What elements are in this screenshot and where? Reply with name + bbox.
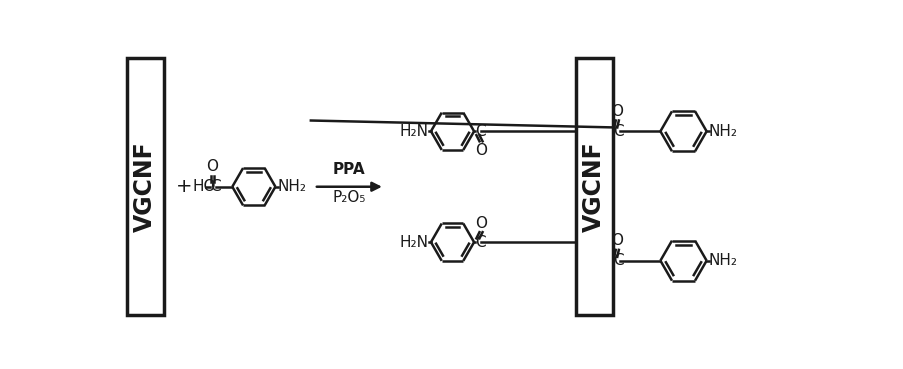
Bar xyxy=(126,58,163,314)
Bar xyxy=(575,58,612,314)
Text: O: O xyxy=(474,143,487,158)
Text: VGCNF: VGCNF xyxy=(582,141,606,232)
Text: O: O xyxy=(610,104,622,119)
Text: NH₂: NH₂ xyxy=(277,179,306,194)
Text: C: C xyxy=(474,124,485,139)
Text: C: C xyxy=(474,235,485,250)
Text: PPA: PPA xyxy=(332,162,365,177)
Text: C: C xyxy=(209,179,220,194)
Text: H₂N: H₂N xyxy=(399,235,428,250)
Text: NH₂: NH₂ xyxy=(708,124,737,139)
Text: C: C xyxy=(613,124,623,139)
Text: NH₂: NH₂ xyxy=(708,253,737,268)
Text: O: O xyxy=(610,233,622,248)
Text: O: O xyxy=(474,215,487,231)
Text: H₂N: H₂N xyxy=(399,124,428,139)
Text: HO: HO xyxy=(192,179,216,194)
Text: P₂O₅: P₂O₅ xyxy=(332,190,366,205)
Text: O: O xyxy=(206,159,218,175)
Text: +: + xyxy=(176,177,192,196)
Text: C: C xyxy=(613,253,623,268)
Text: VGCNF: VGCNF xyxy=(133,141,157,232)
